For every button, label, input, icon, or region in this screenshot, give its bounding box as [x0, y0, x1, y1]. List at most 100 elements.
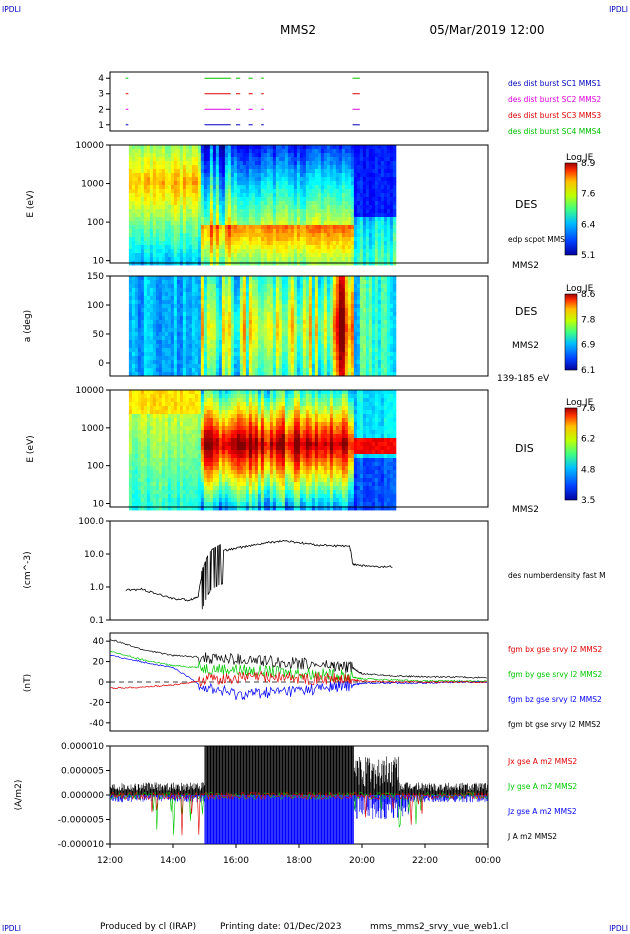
des-pitch-tick-label: 0	[98, 359, 104, 369]
des-energy-cell	[137, 213, 142, 218]
des-pitch-cell	[185, 348, 190, 353]
des-energy-cell	[191, 209, 196, 214]
des-pitch-tick-label: 50	[93, 330, 105, 340]
des-pitch-cell	[332, 344, 337, 349]
des-energy-cell	[362, 233, 367, 238]
des-pitch-cell	[347, 316, 352, 321]
des-energy-cell	[299, 205, 304, 210]
des-energy-cell	[272, 229, 277, 234]
des-pitch-cell	[359, 364, 364, 369]
des-pitch-cell	[251, 372, 256, 377]
des-pitch-cell	[179, 372, 184, 377]
des-energy-cell	[203, 161, 208, 166]
des-pitch-cell	[359, 344, 364, 349]
des-energy-cell	[383, 245, 388, 250]
des-energy-cell	[350, 237, 355, 242]
des-energy-cell	[248, 149, 253, 154]
des-energy-cell	[362, 165, 367, 170]
des-energy-cell	[236, 241, 241, 246]
des-energy-cell	[359, 201, 364, 206]
des-energy-cell	[347, 217, 352, 222]
des-energy-cell	[365, 169, 370, 174]
des-energy-cell	[224, 157, 229, 162]
des-energy-cell	[242, 213, 247, 218]
des-pitch-cell	[194, 372, 199, 377]
des-energy-cell	[299, 189, 304, 194]
des-energy-cell	[176, 185, 181, 190]
des-energy-cell	[359, 165, 364, 170]
des-energy-cell	[161, 181, 166, 186]
des-pitch-cell	[212, 360, 217, 365]
des-pitch-cell	[332, 372, 337, 377]
des-energy-cell	[233, 157, 238, 162]
des-pitch-cell	[221, 360, 226, 365]
des-pitch-cell	[200, 372, 205, 377]
des-pitch-cell	[302, 340, 307, 345]
des-energy-cell	[269, 233, 274, 238]
des-pitch-cell	[296, 284, 301, 289]
des-pitch-cell	[161, 360, 166, 365]
des-energy-cell	[254, 237, 259, 242]
des-energy-cell	[314, 149, 319, 154]
des-pitch-cell	[221, 344, 226, 349]
des-energy-cell	[362, 201, 367, 206]
des-pitch-cell	[224, 348, 229, 353]
des-energy-cell	[221, 241, 226, 246]
des-pitch-cell	[344, 336, 349, 341]
des-pitch-cell	[206, 332, 211, 337]
des-pitch-cell	[146, 308, 151, 313]
des-pitch-cell	[308, 368, 313, 373]
des-pitch-cell	[326, 284, 331, 289]
des-pitch-cell	[305, 356, 310, 361]
des-pitch-cell	[383, 352, 388, 357]
des-pitch-cell	[158, 324, 163, 329]
des-energy-cell	[206, 225, 211, 230]
des-energy-cell	[353, 193, 358, 198]
des-pitch-cell	[329, 276, 334, 281]
des-pitch-cell	[368, 336, 373, 341]
des-energy-cell	[296, 173, 301, 178]
des-pitch-cell	[338, 324, 343, 329]
des-energy-cell	[245, 153, 250, 158]
burst-tick-label: 2	[98, 105, 104, 115]
des-pitch-cell	[275, 352, 280, 357]
des-energy-cell	[293, 181, 298, 186]
des-energy-cell	[194, 205, 199, 210]
des-pitch-cell	[329, 328, 334, 333]
des-energy-cell	[338, 185, 343, 190]
des-energy-cell	[209, 185, 214, 190]
des-energy-cell	[344, 213, 349, 218]
des-energy-cell	[161, 157, 166, 162]
des-energy-cell	[218, 165, 223, 170]
des-energy-cell	[152, 189, 157, 194]
des-pitch-cell	[131, 276, 136, 281]
des-pitch-cell	[296, 332, 301, 337]
des-energy-cell	[176, 221, 181, 226]
des-pitch-cell	[245, 360, 250, 365]
des-energy-cell	[347, 161, 352, 166]
des-energy-cell	[362, 153, 367, 158]
des-pitch-cell	[383, 340, 388, 345]
des-energy-cell	[266, 193, 271, 198]
des-pitch-cell	[155, 280, 160, 285]
des-energy-cell	[224, 221, 229, 226]
des-energy-cell	[275, 197, 280, 202]
des-energy-cell	[326, 153, 331, 158]
des-energy-cell	[368, 225, 373, 230]
des-energy-cell	[218, 197, 223, 202]
des-energy-cell	[200, 181, 205, 186]
des-pitch-cell	[302, 316, 307, 321]
des-pitch-cell	[242, 332, 247, 337]
des-pitch-cell	[335, 356, 340, 361]
des-energy-cell	[221, 205, 226, 210]
des-pitch-cell	[143, 356, 148, 361]
des-energy-cell	[347, 209, 352, 214]
des-pitch-cell	[317, 288, 322, 293]
des-energy-cell	[230, 149, 235, 154]
des-energy-cell	[263, 249, 268, 254]
des-pitch-cell	[353, 288, 358, 293]
des-energy-cell	[278, 253, 283, 258]
des-energy-cell	[248, 169, 253, 174]
des-energy-cell	[230, 185, 235, 190]
des-pitch-cell	[185, 336, 190, 341]
